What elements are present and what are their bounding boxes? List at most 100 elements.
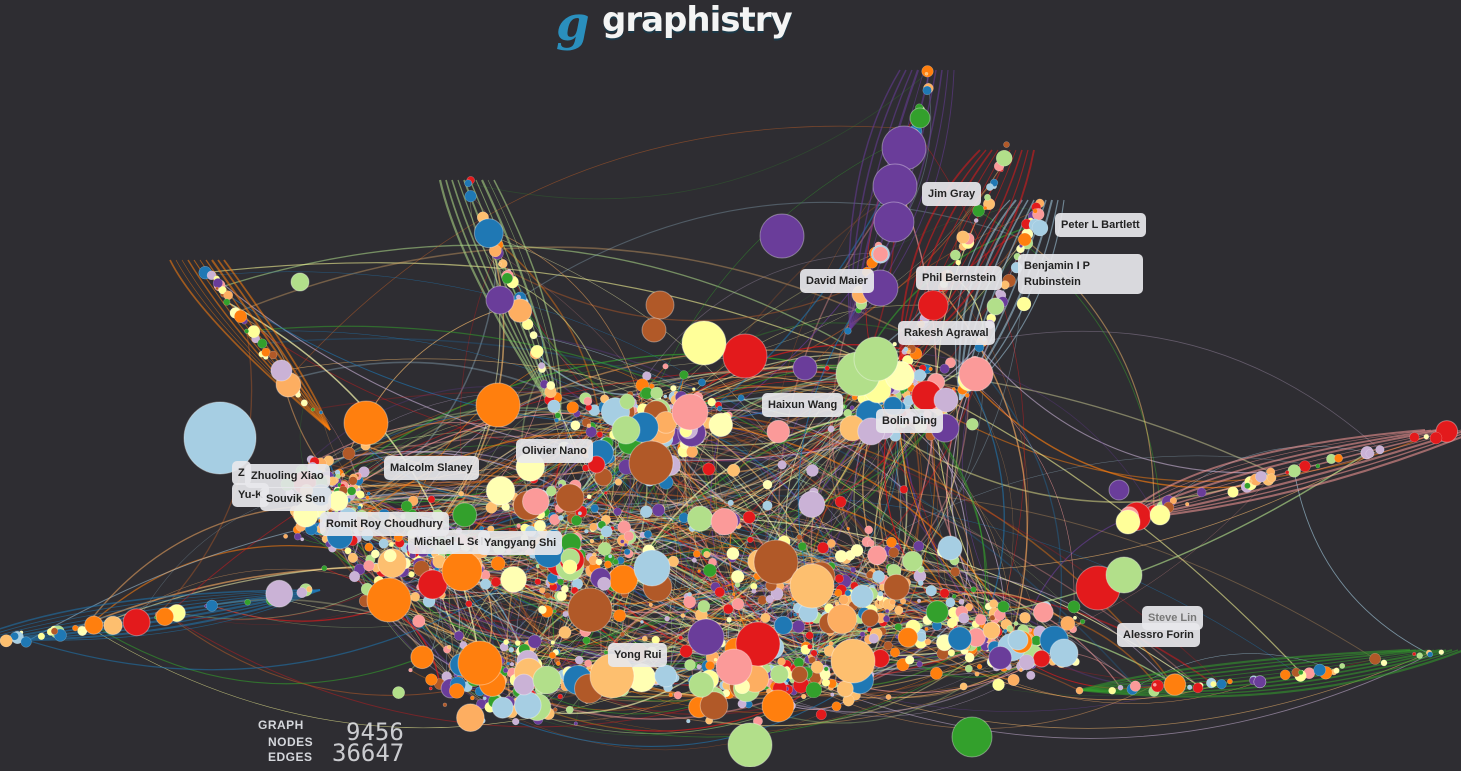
graph-node[interactable] xyxy=(619,393,636,410)
graph-node[interactable] xyxy=(850,544,864,557)
graph-node[interactable] xyxy=(872,570,885,583)
graph-node[interactable] xyxy=(205,599,218,612)
graph-node[interactable] xyxy=(558,626,572,639)
graph-node[interactable] xyxy=(1067,600,1081,614)
graph-node[interactable] xyxy=(378,538,389,549)
graph-node[interactable] xyxy=(513,673,535,696)
graph-node[interactable] xyxy=(1049,638,1079,668)
graph-node[interactable] xyxy=(1169,496,1178,505)
graph-node[interactable] xyxy=(570,420,581,431)
graph-node[interactable] xyxy=(234,309,248,323)
graph-node[interactable] xyxy=(662,363,669,370)
graph-node[interactable] xyxy=(558,483,563,488)
graph-node[interactable] xyxy=(699,691,729,721)
graph-node[interactable] xyxy=(366,577,412,623)
graph-node[interactable] xyxy=(516,523,521,528)
graph-node[interactable] xyxy=(410,645,435,670)
graph-node[interactable] xyxy=(722,333,768,379)
graph-node[interactable] xyxy=(427,495,436,504)
graph-node[interactable] xyxy=(546,381,556,390)
graph-node[interactable] xyxy=(1227,486,1239,498)
graph-node[interactable] xyxy=(924,626,929,632)
graph-node[interactable] xyxy=(770,587,784,601)
graph-node[interactable] xyxy=(976,663,983,670)
graph-node[interactable] xyxy=(834,495,847,508)
graph-node[interactable] xyxy=(366,491,371,496)
graph-node[interactable] xyxy=(506,661,511,666)
graph-node[interactable] xyxy=(1334,453,1343,463)
graph-node[interactable] xyxy=(103,615,123,636)
graph-node[interactable] xyxy=(449,683,465,699)
graph-node[interactable] xyxy=(527,634,542,649)
graph-node[interactable] xyxy=(684,659,696,671)
graph-node[interactable] xyxy=(773,615,793,636)
graph-node[interactable] xyxy=(1003,141,1010,148)
graph-node[interactable] xyxy=(789,563,835,609)
graph-node[interactable] xyxy=(223,298,231,306)
node-layer[interactable] xyxy=(0,65,1459,768)
graph-node[interactable] xyxy=(482,696,487,701)
graph-node[interactable] xyxy=(955,259,962,266)
graph-node[interactable] xyxy=(945,597,956,608)
graph-node[interactable] xyxy=(956,230,970,244)
graph-node[interactable] xyxy=(545,485,557,497)
graph-node[interactable] xyxy=(986,297,1005,316)
graph-node[interactable] xyxy=(791,665,809,684)
graph-node[interactable] xyxy=(815,709,827,721)
graph-node[interactable] xyxy=(897,627,919,648)
graph-node[interactable] xyxy=(652,503,665,517)
graph-node[interactable] xyxy=(648,602,653,607)
graph-node[interactable] xyxy=(1253,675,1267,689)
graph-node[interactable] xyxy=(922,85,932,96)
graph-node[interactable] xyxy=(1019,611,1031,624)
graph-node[interactable] xyxy=(806,464,819,477)
graph-node[interactable] xyxy=(583,396,593,406)
graph-node[interactable] xyxy=(687,505,713,532)
graph-node[interactable] xyxy=(341,472,346,478)
graph-node[interactable] xyxy=(691,387,696,391)
graph-node[interactable] xyxy=(707,397,717,407)
graph-node[interactable] xyxy=(916,598,922,603)
graph-node[interactable] xyxy=(1016,296,1032,312)
graph-node[interactable] xyxy=(921,65,934,78)
graph-node[interactable] xyxy=(650,386,664,400)
graph-node[interactable] xyxy=(388,541,394,548)
graph-node[interactable] xyxy=(817,541,829,554)
graph-node[interactable] xyxy=(930,667,943,680)
graph-node[interactable] xyxy=(796,534,803,541)
node-label-alessro-forin[interactable]: Alessro Forin xyxy=(1117,623,1200,647)
graph-node[interactable] xyxy=(995,149,1013,167)
graph-node[interactable] xyxy=(603,650,609,655)
graph-node[interactable] xyxy=(826,539,836,548)
graph-node[interactable] xyxy=(850,566,857,573)
graph-node[interactable] xyxy=(480,578,492,590)
graph-node[interactable] xyxy=(620,539,625,544)
graph-node[interactable] xyxy=(633,549,671,587)
graph-node[interactable] xyxy=(753,539,799,585)
graph-node[interactable] xyxy=(456,703,485,733)
graph-node[interactable] xyxy=(1032,208,1038,214)
graph-node[interactable] xyxy=(348,476,358,486)
graph-node[interactable] xyxy=(697,599,711,613)
node-label-olivier-nano[interactable]: Olivier Nano xyxy=(516,439,593,463)
graph-node[interactable] xyxy=(686,445,699,458)
graph-node[interactable] xyxy=(731,569,745,584)
graph-node[interactable] xyxy=(982,621,1001,640)
graph-node[interactable] xyxy=(928,366,933,372)
graph-node[interactable] xyxy=(508,646,515,653)
graph-node[interactable] xyxy=(726,617,732,623)
graph-node[interactable] xyxy=(810,660,824,674)
graph-node[interactable] xyxy=(1129,680,1141,692)
graph-node[interactable] xyxy=(867,539,875,548)
graph-node[interactable] xyxy=(972,204,985,218)
graph-node[interactable] xyxy=(410,592,421,602)
graph-node[interactable] xyxy=(595,558,603,566)
graph-node[interactable] xyxy=(596,431,604,438)
graph-node[interactable] xyxy=(844,327,852,335)
graph-node[interactable] xyxy=(244,598,251,606)
graph-node[interactable] xyxy=(727,722,773,768)
graph-node[interactable] xyxy=(867,627,873,633)
graph-node[interactable] xyxy=(1031,219,1049,237)
graph-node[interactable] xyxy=(452,502,478,528)
graph-node[interactable] xyxy=(834,549,848,563)
